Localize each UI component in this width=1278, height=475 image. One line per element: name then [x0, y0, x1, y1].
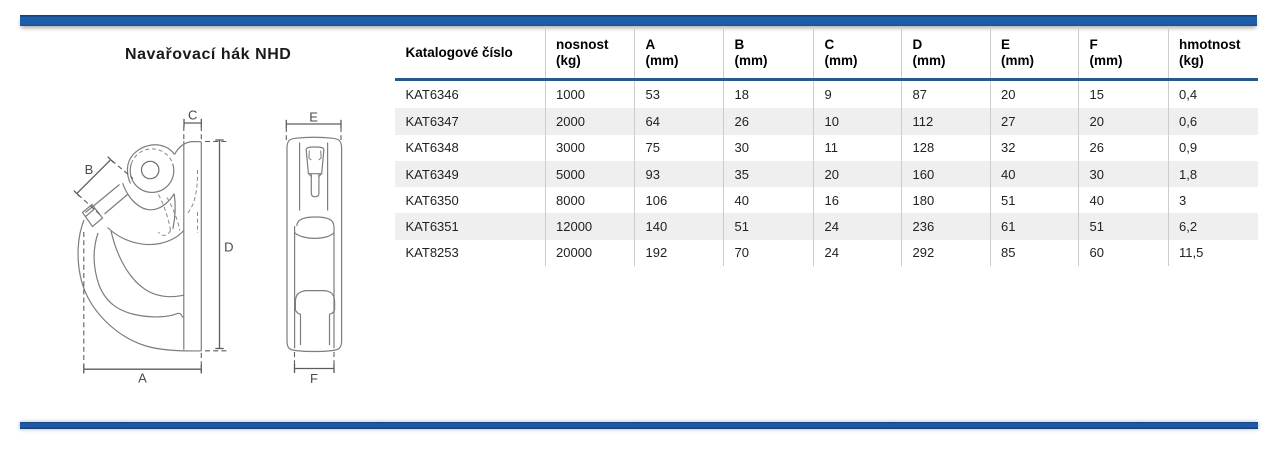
svg-text:D: D	[224, 240, 233, 255]
svg-text:F: F	[310, 371, 318, 386]
svg-text:E: E	[309, 110, 318, 125]
svg-text:B: B	[85, 162, 94, 177]
svg-text:A: A	[138, 371, 147, 386]
svg-text:C: C	[188, 108, 197, 123]
